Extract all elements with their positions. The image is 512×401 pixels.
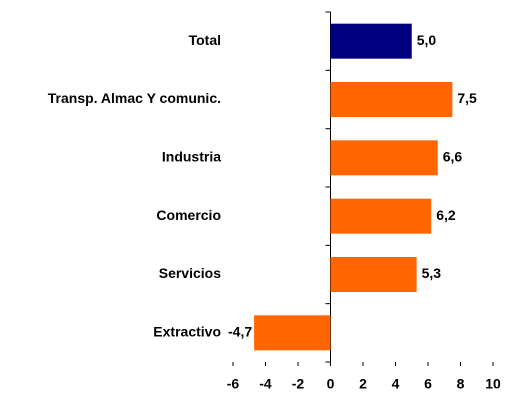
value-label: 7,5	[457, 90, 477, 106]
x-tick-label: 2	[359, 376, 367, 392]
value-label: -4,7	[228, 324, 252, 340]
bar	[254, 315, 331, 351]
x-tick-label: -4	[259, 376, 272, 392]
category-label: Servicios	[159, 265, 221, 281]
x-tick-label: 6	[424, 376, 432, 392]
value-label: 5,0	[417, 32, 437, 48]
category-label: Extractivo	[153, 324, 221, 340]
bar	[330, 82, 453, 117]
category-label: Total	[189, 32, 221, 48]
x-tick-label: 10	[485, 376, 501, 392]
bar	[330, 257, 417, 292]
category-label: Industria	[162, 149, 221, 165]
value-label: 6,6	[443, 149, 463, 165]
x-tick-label: -6	[227, 376, 240, 392]
value-label: 5,3	[422, 265, 442, 281]
x-tick-label: 8	[457, 376, 465, 392]
bar	[330, 140, 438, 176]
category-label: Transp. Almac Y comunic.	[48, 90, 221, 106]
x-tick-label: 4	[392, 376, 400, 392]
category-label: Comercio	[156, 207, 221, 223]
bar	[330, 23, 412, 59]
bar	[330, 198, 432, 234]
x-tick-label: -2	[292, 376, 305, 392]
x-tick-label: 0	[327, 376, 335, 392]
value-label: 6,2	[436, 207, 456, 223]
